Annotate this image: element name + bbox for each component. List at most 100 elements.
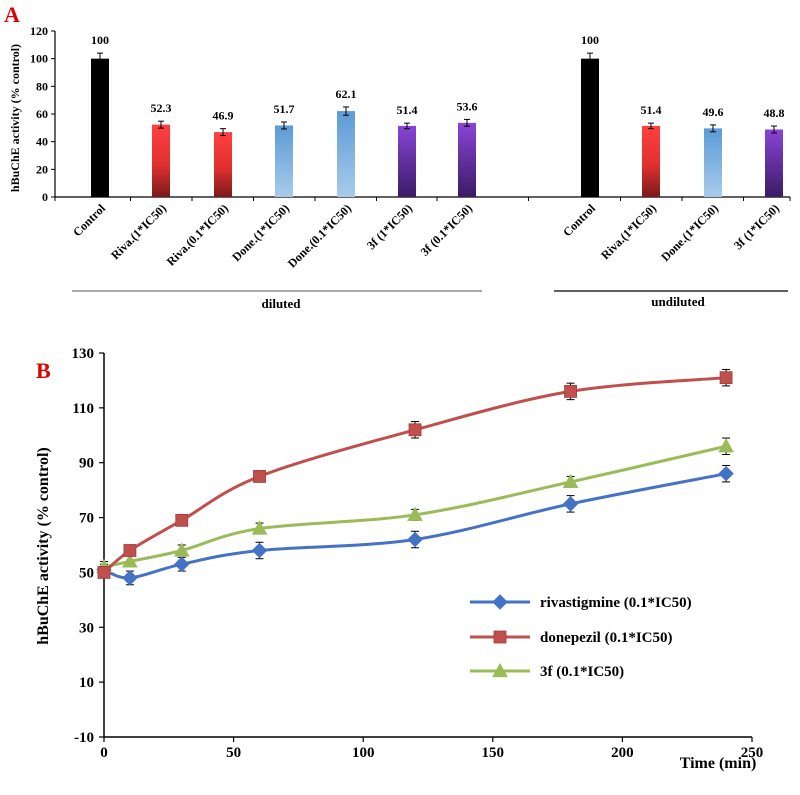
category-label: Done.(1*IC50) <box>658 201 721 264</box>
bar <box>458 122 476 197</box>
series-diamond <box>96 464 734 586</box>
bar <box>337 111 355 197</box>
category-label: 3f (1*IC50) <box>731 201 782 252</box>
data-point <box>562 496 579 512</box>
bar <box>765 129 783 197</box>
data-label: 52.3 <box>151 101 172 115</box>
category-label: Done.(1*IC50) <box>229 201 292 264</box>
y-tick-label-a: 40 <box>36 135 48 149</box>
data-point <box>562 473 579 489</box>
data-point <box>253 470 266 483</box>
x-tick-label-b: 50 <box>226 745 241 761</box>
group-label: diluted <box>261 296 301 311</box>
bar <box>581 58 599 197</box>
panel-letter-a: A <box>4 2 20 27</box>
axes-a: 0 20 40 60 80 100 120 <box>30 24 791 204</box>
data-label: 51.4 <box>397 103 418 117</box>
data-label: 51.7 <box>274 102 295 116</box>
x-tick-label-b: 150 <box>482 745 505 761</box>
y-tick-label-b: 90 <box>79 456 94 472</box>
data-point <box>97 566 111 579</box>
bar <box>152 124 170 197</box>
line-chart-panel-b: B hBuChE activity (% control) Time (min)… <box>35 346 763 772</box>
legend-marker <box>492 594 508 610</box>
x-tick-label-b: 100 <box>352 745 375 761</box>
data-label: 62.1 <box>336 87 357 101</box>
x-axis-title-b: Time (min) <box>680 755 757 772</box>
data-point <box>564 384 577 398</box>
y-tick-label-a: 120 <box>30 24 48 38</box>
x-tick-label-b: 0 <box>100 745 108 761</box>
data-label: 51.4 <box>641 103 662 117</box>
bar <box>704 128 722 197</box>
bar <box>642 125 660 197</box>
bars-a: 100 52.3 46.9 51.7 62.1 51.4 53.6 100 51.4 49.6 48… <box>91 33 785 197</box>
series-line <box>103 376 727 574</box>
data-point <box>718 465 734 482</box>
series-square <box>97 368 733 579</box>
data-point <box>173 542 190 557</box>
panel-letter-b: B <box>36 358 51 383</box>
y-tick-label-b: 130 <box>72 346 95 362</box>
bar-chart-panel-a: A hBuChE activity (% control) 0 20 40 60 80 1… <box>4 2 791 311</box>
axes-b: -10 10 30 50 70 90 110 130 0 50 100 150 200 250 <box>72 346 764 761</box>
y-tick-label-a: 0 <box>42 190 48 204</box>
data-label: 53.6 <box>457 99 478 113</box>
data-point <box>174 556 190 572</box>
legend-b: rivastigmine (0.1*IC50) donepezil (0.1*IC… <box>470 594 692 680</box>
data-label: 100 <box>581 33 599 47</box>
group-brackets-a: diluted undiluted <box>72 290 788 311</box>
category-label: 3f (1*IC50) <box>364 201 415 252</box>
bar <box>398 125 416 197</box>
y-tick-label-a: 80 <box>36 79 48 93</box>
data-point <box>122 570 138 586</box>
legend-marker <box>493 630 507 644</box>
data-label: 48.8 <box>764 106 785 120</box>
y-tick-label-a: 100 <box>30 52 48 66</box>
data-label: 46.9 <box>213 109 234 123</box>
category-label: 3f (0.1*IC50) <box>418 201 476 259</box>
legend-label: 3f (0.1*IC50) <box>540 664 624 680</box>
y-tick-label-a: 20 <box>36 162 48 176</box>
data-point <box>719 371 733 385</box>
legend-marker <box>492 662 508 678</box>
y-tick-label-b: 50 <box>79 565 94 581</box>
y-tick-label-a: 60 <box>36 107 48 121</box>
data-point <box>122 553 138 568</box>
category-label: Riva.(1*IC50) <box>598 201 659 262</box>
data-label: 100 <box>91 33 109 47</box>
series-triangle <box>96 437 734 574</box>
x-tick-label-b: 250 <box>741 745 764 761</box>
data-point <box>123 544 137 557</box>
y-axis-title-b: hBuChE activity (% control) <box>35 447 52 644</box>
legend-label: rivastigmine (0.1*IC50) <box>540 595 692 611</box>
y-tick-label-b: 110 <box>72 401 94 417</box>
data-point <box>175 513 189 527</box>
category-label: Done.(0.1*IC50) <box>285 201 354 270</box>
y-tick-label-b: 30 <box>79 620 94 636</box>
x-tick-label-b: 200 <box>611 745 634 761</box>
category-label: Control <box>560 201 598 239</box>
category-label: Riva.(0.1*IC50) <box>164 201 231 268</box>
data-point <box>407 531 423 548</box>
y-tick-label-b: 70 <box>79 511 94 527</box>
bar <box>91 58 109 197</box>
data-point <box>251 520 268 535</box>
series-line <box>103 444 727 569</box>
series-line <box>103 472 727 580</box>
legend-label: donepezil (0.1*IC50) <box>540 630 673 646</box>
data-label: 49.6 <box>703 105 724 119</box>
category-label: Riva.(1*IC50) <box>108 201 169 262</box>
y-axis-title-a: hBuChE activity (% control) <box>8 44 22 192</box>
y-tick-label-b: 10 <box>79 675 94 691</box>
data-point <box>408 423 422 437</box>
bar <box>214 132 232 197</box>
y-tick-label-b: -10 <box>74 730 94 746</box>
bar <box>275 125 293 197</box>
group-label: undiluted <box>651 294 705 309</box>
data-point <box>718 438 734 453</box>
series-b <box>96 368 734 586</box>
category-label: Control <box>70 201 108 239</box>
category-labels-a: Control Riva.(1*IC50)Riva.(0.1*IC50)Done.… <box>70 201 782 271</box>
